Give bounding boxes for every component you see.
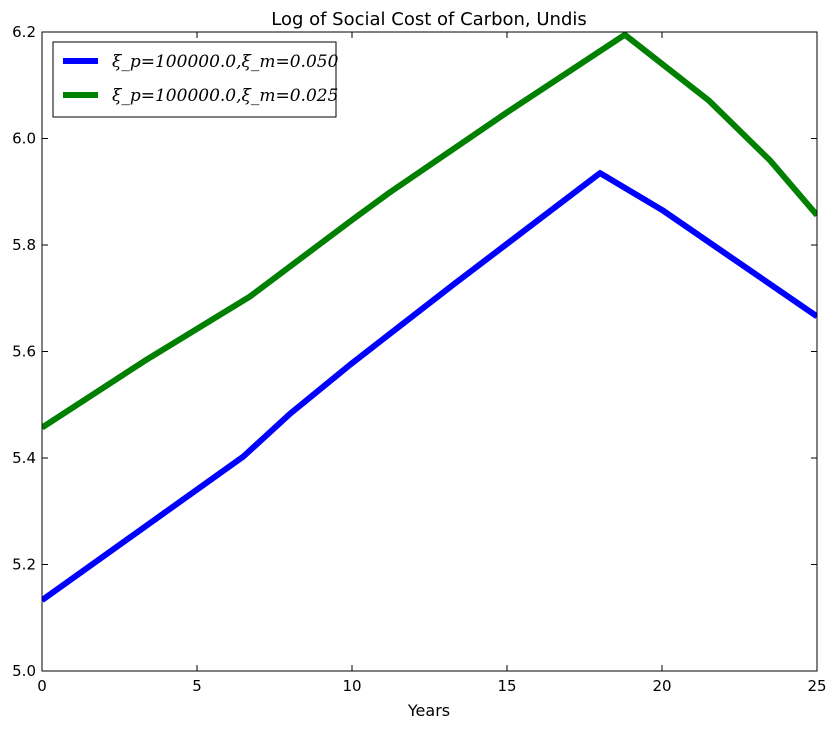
axes: 0 5 10 15 20 25 5.0 5.2 5.4 5.6 5.8 6.0 6.2	[12, 23, 826, 695]
y-tick-label: 5.2	[12, 556, 36, 574]
x-axis-label: Years	[407, 701, 450, 720]
chart-title: Log of Social Cost of Carbon, Undis	[271, 9, 587, 30]
y-tick-label: 5.8	[12, 236, 36, 254]
y-tick-label: 6.2	[12, 23, 36, 41]
y-tick-label: 5.0	[12, 662, 36, 680]
series-line-1	[42, 170, 817, 603]
legend: ξ_p=100000.0,ξ_m=0.050 ξ_p=100000.0,ξ_m=0…	[52, 41, 339, 118]
series-line-2	[42, 32, 817, 431]
legend-box	[52, 41, 337, 118]
y-tick-label: 5.4	[12, 449, 36, 467]
x-tick-label: 15	[497, 677, 516, 695]
legend-label-2: ξ_p=100000.0,ξ_m=0.025	[112, 86, 338, 106]
y-tick-label: 5.6	[12, 343, 36, 361]
x-tick-label: 25	[807, 677, 826, 695]
y-tick-label: 6.0	[12, 130, 36, 148]
x-tick-label: 20	[652, 677, 671, 695]
x-tick-label: 10	[342, 677, 361, 695]
x-tick-label: 5	[192, 677, 202, 695]
x-tick-label: 0	[37, 677, 47, 695]
legend-label-1: ξ_p=100000.0,ξ_m=0.050	[112, 52, 339, 72]
plot-area	[42, 32, 817, 603]
